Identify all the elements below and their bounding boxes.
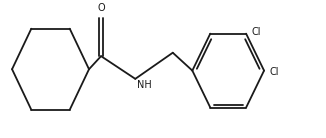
Text: Cl: Cl xyxy=(270,67,279,77)
Text: NH: NH xyxy=(137,80,152,90)
Text: O: O xyxy=(97,3,105,13)
Text: Cl: Cl xyxy=(252,27,261,37)
